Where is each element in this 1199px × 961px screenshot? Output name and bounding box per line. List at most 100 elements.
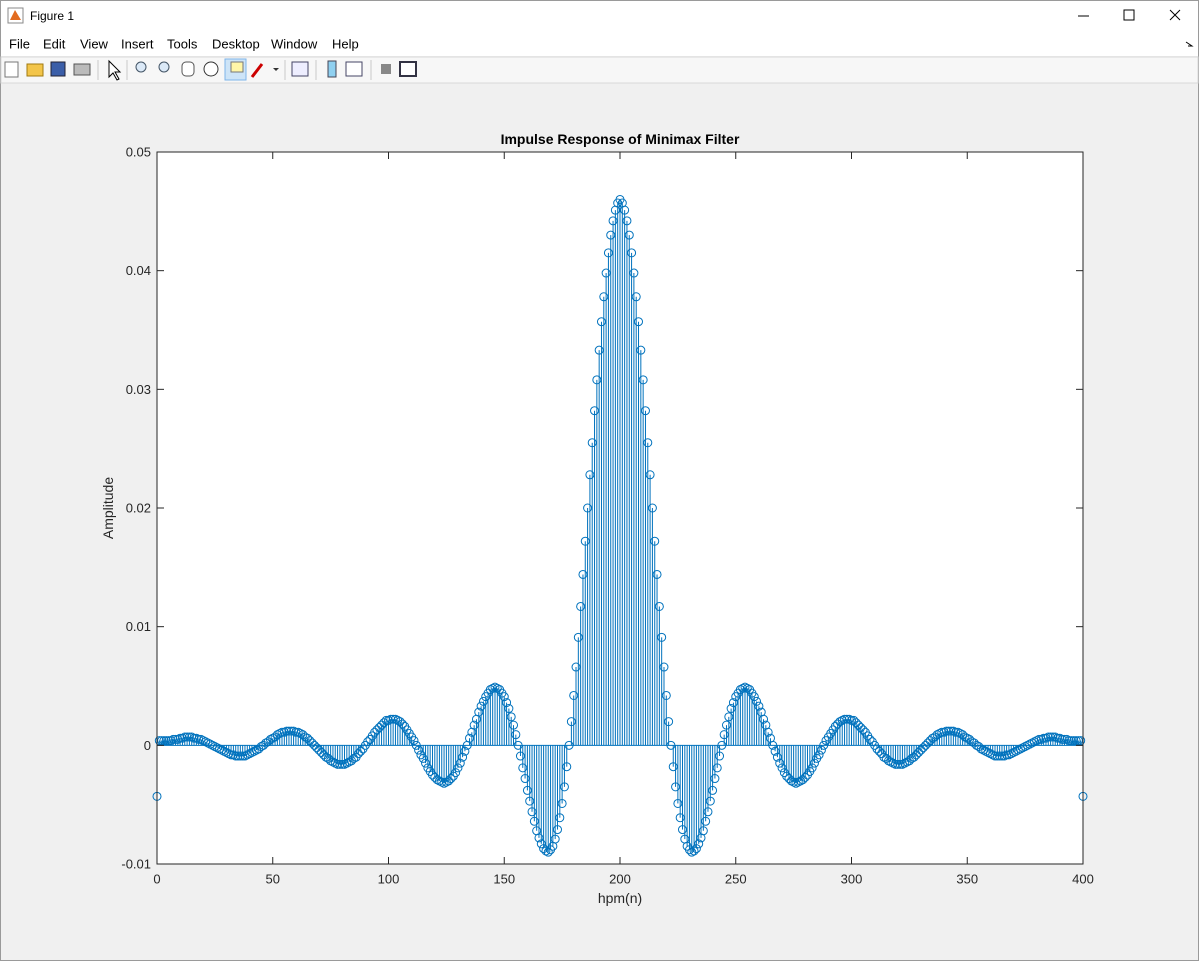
stem-marker xyxy=(282,726,292,736)
stem-marker xyxy=(1062,734,1072,744)
stem-marker xyxy=(492,683,502,693)
stem-marker xyxy=(1053,733,1063,743)
stem-marker xyxy=(691,844,701,854)
stem-marker xyxy=(992,751,1002,761)
stem-marker xyxy=(210,742,220,752)
stem-marker xyxy=(411,740,421,750)
stem-marker xyxy=(960,732,970,742)
tool-colorbar[interactable] xyxy=(327,60,337,78)
stem-marker xyxy=(1022,740,1032,750)
stem-marker xyxy=(629,268,639,278)
stem-marker xyxy=(335,759,345,769)
tool-legend[interactable] xyxy=(345,61,363,77)
stem-marker xyxy=(157,736,167,746)
chart-title: Impulse Response of Minimax Filter xyxy=(501,131,740,147)
toolbar-icons xyxy=(4,58,417,81)
stem-marker xyxy=(485,685,495,695)
tool-print[interactable] xyxy=(73,63,91,76)
stem-marker xyxy=(1020,742,1030,752)
stem-marker xyxy=(182,732,192,742)
stem-marker xyxy=(1057,734,1067,744)
stem-marker xyxy=(196,734,206,744)
tool-show[interactable] xyxy=(399,61,417,77)
stem-marker xyxy=(953,727,963,737)
stem-marker xyxy=(874,746,884,756)
x-tick-label: 350 xyxy=(956,872,978,887)
stem-marker xyxy=(668,762,678,772)
stem-marker xyxy=(474,707,484,717)
stem-marker xyxy=(418,753,428,763)
tool-save[interactable] xyxy=(50,61,66,77)
menu-item[interactable]: Window xyxy=(271,37,318,52)
stem-marker xyxy=(504,704,514,714)
menu-item[interactable]: Edit xyxy=(43,37,66,52)
stem-marker xyxy=(1015,744,1025,754)
stem-marker xyxy=(409,736,419,746)
stem-marker xyxy=(884,756,894,766)
y-tick-label: 0 xyxy=(144,738,151,753)
tool-brush[interactable] xyxy=(250,63,264,78)
stem-marker xyxy=(302,733,312,743)
stem-marker xyxy=(414,745,424,755)
stem-marker xyxy=(888,758,898,768)
tool-zoom-in[interactable] xyxy=(135,61,147,73)
stem-marker xyxy=(543,847,553,857)
stem-marker xyxy=(384,715,393,725)
stem-marker xyxy=(231,751,241,761)
menu-bar xyxy=(1,31,1198,56)
stem-marker xyxy=(705,796,715,806)
dock-arrow[interactable] xyxy=(1185,41,1194,47)
stem-marker xyxy=(847,715,856,725)
close-button[interactable] xyxy=(1169,9,1181,21)
stem-marker xyxy=(721,720,731,730)
stem-marker xyxy=(652,569,662,579)
tool-open[interactable] xyxy=(26,63,44,77)
menu-item[interactable]: File xyxy=(9,37,30,52)
stem-marker xyxy=(432,775,442,785)
stem-marker xyxy=(647,503,657,513)
stem-marker xyxy=(1027,738,1037,748)
stem-marker xyxy=(171,734,181,744)
menu-item[interactable]: Desktop xyxy=(212,37,260,52)
menu-item[interactable]: View xyxy=(80,37,109,52)
tool-rotate[interactable] xyxy=(203,61,219,77)
tool-pan[interactable] xyxy=(181,61,195,77)
maximize-button[interactable] xyxy=(1123,9,1135,21)
stem-marker xyxy=(478,696,488,706)
tool-hide[interactable] xyxy=(381,64,391,74)
stem-marker xyxy=(587,438,597,448)
stem-marker xyxy=(645,470,655,480)
stem-marker xyxy=(842,714,852,724)
stem-marker xyxy=(793,777,803,787)
stem-marker xyxy=(520,774,530,784)
stem-marker xyxy=(490,682,500,692)
stem-marker xyxy=(807,763,817,773)
tool-pointer[interactable] xyxy=(108,59,122,81)
stem-marker xyxy=(511,730,521,740)
stem-marker xyxy=(314,745,324,755)
stem-marker xyxy=(1039,733,1049,743)
stem-marker xyxy=(719,730,729,740)
tool-new[interactable] xyxy=(4,61,19,78)
stem-marker xyxy=(305,736,315,746)
stem-marker xyxy=(184,732,194,742)
x-tick-label: 50 xyxy=(266,872,280,887)
stem-marker xyxy=(590,406,600,416)
stem-marker xyxy=(527,807,537,817)
menu-item[interactable]: Help xyxy=(332,37,359,52)
stem-marker xyxy=(666,740,676,750)
menu-item[interactable]: Insert xyxy=(121,37,154,52)
tool-zoom-out[interactable] xyxy=(158,61,170,73)
stem-marker xyxy=(853,720,863,730)
stem-marker xyxy=(837,715,847,725)
stem-marker xyxy=(601,268,611,278)
stem-marker xyxy=(654,601,664,611)
stem-marker xyxy=(763,727,773,737)
stem-marker xyxy=(775,758,785,768)
y-tick-label: 0.05 xyxy=(126,145,151,160)
stem-marker xyxy=(201,737,211,747)
stem-marker xyxy=(242,750,252,760)
stem-marker xyxy=(580,536,590,546)
menu-item[interactable]: Tools xyxy=(167,37,198,52)
tool-link[interactable] xyxy=(291,61,309,77)
